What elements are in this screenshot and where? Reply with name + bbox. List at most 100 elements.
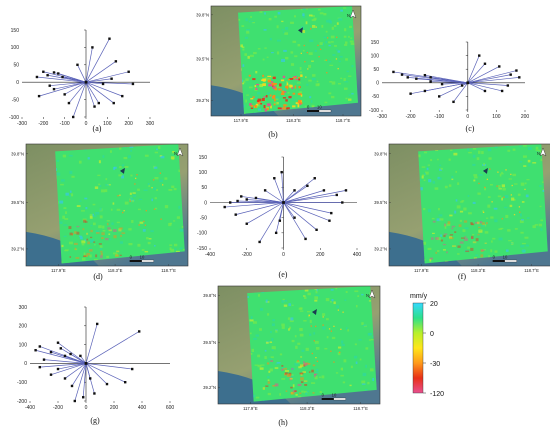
baseline-edge	[241, 196, 284, 203]
x-tick-label: 200	[124, 121, 133, 127]
data-point	[42, 70, 45, 73]
latitude-label: 39.8°N	[374, 151, 387, 156]
baseline-edge	[74, 363, 87, 402]
north-arrow-icon	[176, 147, 184, 157]
data-point	[245, 222, 248, 225]
y-tick-label: 0	[376, 81, 379, 87]
data-point	[322, 189, 326, 192]
data-point	[335, 193, 338, 197]
baseline-edge	[85, 71, 129, 83]
baseline-edge	[71, 363, 87, 387]
data-point	[263, 189, 267, 192]
map-frame	[25, 143, 189, 267]
data-point	[274, 231, 278, 235]
baseline-edge	[235, 202, 284, 215]
data-point	[124, 381, 127, 384]
longitude-label: 118.7°E	[353, 406, 368, 411]
baseline-edge	[35, 349, 87, 364]
data-point	[37, 94, 41, 98]
longitude-label: 118.7°E	[336, 118, 351, 123]
baseline-edge	[85, 81, 114, 104]
data-point	[131, 367, 134, 371]
baseline-edge	[49, 81, 87, 87]
baseline-edge	[430, 81, 468, 84]
deformation-speckle	[238, 6, 358, 114]
data-point	[306, 184, 309, 188]
longitude-label: 118.3°E	[471, 268, 486, 273]
baseline-edge	[453, 82, 469, 103]
data-point	[341, 201, 344, 204]
baseline-edge	[43, 359, 87, 364]
colorbar-tick-0: 0	[430, 331, 434, 338]
y-tick-label: 150	[371, 40, 380, 46]
baseline-edge	[85, 82, 100, 104]
baseline-edge	[64, 363, 87, 379]
scale-label-ten: 10	[332, 393, 337, 398]
data-point	[42, 358, 46, 361]
x-tick-label: 0	[85, 405, 88, 411]
y-tick-label: -50	[372, 94, 379, 100]
data-point	[72, 115, 75, 119]
longitude-label: 117.9°E	[51, 268, 66, 273]
data-point	[278, 219, 282, 222]
data-point	[229, 201, 232, 204]
baseline-edge	[85, 323, 98, 364]
data-point	[240, 195, 243, 198]
x-tick-label: 300	[146, 121, 155, 127]
data-point	[429, 80, 432, 83]
north-arrow-icon	[349, 9, 357, 19]
north-label: N	[347, 13, 350, 18]
latitude-label: 39.8°N	[11, 151, 24, 156]
data-point	[79, 354, 82, 358]
colorbar-tick-minus120: -120	[430, 391, 444, 398]
map-frame	[210, 5, 362, 117]
data-point	[500, 89, 504, 93]
baseline-edge	[85, 38, 110, 83]
data-point	[234, 213, 237, 216]
scale-label-ten: 10	[140, 255, 145, 260]
baseline-edge	[283, 190, 325, 203]
x-tick-label: 100	[103, 121, 112, 127]
y-tick-label: -50	[200, 215, 207, 221]
baseline-edge	[85, 363, 126, 383]
longitude-label: 118.7°E	[524, 268, 539, 273]
longitude-label: 117.9°E	[234, 118, 249, 123]
longitude-label: 118.3°E	[286, 118, 301, 123]
data-point	[89, 377, 92, 380]
baseline-edge	[85, 81, 133, 85]
data-point	[67, 101, 71, 105]
data-point	[280, 170, 283, 174]
data-point	[52, 71, 56, 74]
baseline-edge	[85, 363, 133, 370]
data-point	[93, 105, 96, 108]
data-point	[478, 54, 481, 57]
x-tick-label: -400	[205, 252, 215, 258]
latitude-label: 39.5°N	[374, 200, 387, 205]
baseline-edge	[467, 70, 517, 84]
scale-label-ten: 10	[317, 105, 322, 110]
x-tick-label: 0	[282, 252, 285, 258]
latitude-label: 39.2°N	[374, 246, 387, 251]
data-point	[73, 399, 76, 403]
y-tick-label: 100	[11, 45, 20, 51]
data-point	[82, 396, 85, 399]
data-point	[49, 373, 53, 376]
x-tick-label: -400	[25, 405, 35, 411]
colorbar-tick-minus30: -30	[430, 361, 440, 368]
center-point	[282, 201, 285, 204]
data-point	[35, 75, 39, 79]
x-tick-label: 400	[353, 252, 362, 258]
caption-g: (g)	[90, 416, 100, 425]
scale-label-zero: 0	[130, 255, 133, 260]
y-tick-label: -200	[17, 399, 27, 405]
baseline-edge	[279, 202, 284, 221]
data-point	[293, 216, 296, 219]
baseline-edge	[467, 77, 520, 84]
data-point	[245, 198, 248, 201]
data-point	[438, 95, 441, 98]
data-point	[105, 382, 109, 386]
data-point	[254, 196, 258, 200]
data-point	[483, 62, 487, 65]
data-point	[57, 72, 60, 75]
